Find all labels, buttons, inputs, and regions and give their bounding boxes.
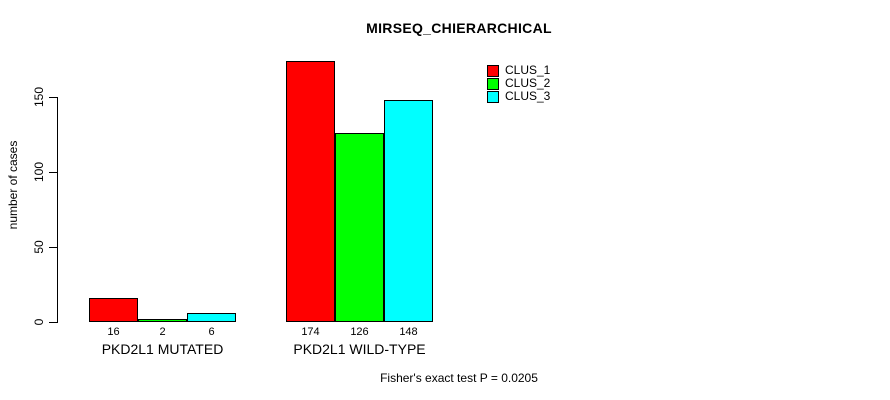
y-tick-label: 50: [32, 240, 46, 254]
legend-item: CLUS_3: [487, 90, 550, 103]
y-tick-label: 100: [32, 161, 46, 183]
bar: [187, 313, 236, 322]
bar: [89, 298, 138, 322]
legend: CLUS_1 CLUS_2 CLUS_3: [487, 64, 550, 103]
y-axis-label: number of cases: [6, 140, 20, 230]
y-tick: [49, 322, 57, 323]
bar: [286, 61, 335, 322]
bar-value-label: 2: [159, 326, 166, 338]
bar: [384, 100, 433, 322]
y-tick: [49, 247, 57, 248]
chart-title: MIRSEQ_CHIERARCHICAL: [366, 20, 552, 36]
bar-value-label: 174: [301, 326, 320, 338]
legend-swatch: [487, 90, 499, 103]
legend-item: CLUS_1: [487, 64, 550, 77]
legend-label: CLUS_2: [505, 76, 551, 90]
legend-label: CLUS_3: [505, 89, 551, 103]
annotation-text: Fisher's exact test P = 0.0205: [380, 371, 538, 385]
bar: [138, 319, 187, 322]
legend-item: CLUS_2: [487, 77, 550, 90]
y-tick: [49, 172, 57, 173]
y-axis-line: [57, 97, 58, 323]
bar-value-label: 126: [350, 326, 369, 338]
y-tick-label: 150: [32, 86, 46, 108]
legend-swatch: [487, 77, 499, 90]
bar-value-label: 16: [107, 326, 120, 338]
y-tick: [49, 97, 57, 98]
category-label: PKD2L1 WILD-TYPE: [293, 341, 426, 357]
bar: [335, 133, 384, 322]
category-label: PKD2L1 MUTATED: [101, 341, 224, 357]
bar-value-label: 148: [399, 326, 418, 338]
legend-label: CLUS_1: [505, 63, 551, 77]
y-tick-label: 0: [32, 318, 46, 326]
bar-value-label: 6: [208, 326, 215, 338]
legend-swatch: [487, 64, 499, 77]
